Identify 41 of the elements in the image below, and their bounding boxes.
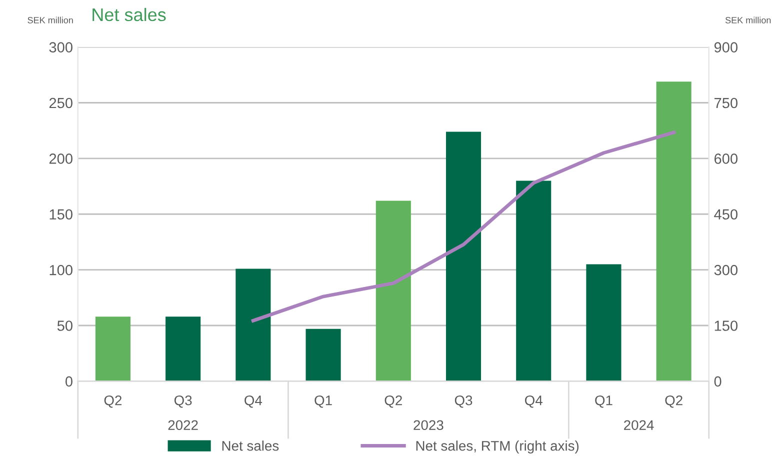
x-tick-label: Q4 — [525, 395, 542, 408]
y2-tick-label: 900 — [714, 42, 738, 52]
legend-label: Net sales — [222, 440, 279, 451]
text: 2023 — [414, 420, 444, 430]
x-tick-label: Q4 — [244, 395, 262, 408]
y-tick-label: 300 — [49, 42, 72, 52]
x-tick-label: Q3 — [454, 395, 472, 408]
y2-tick-label: 750 — [714, 98, 738, 108]
x-tick-label: Q3 — [174, 395, 192, 408]
chart-title: Net sales — [92, 8, 166, 22]
y-tick-label: 200 — [49, 154, 72, 164]
y2-tick-label: 150 — [714, 320, 738, 331]
y-axis-title: SEK million — [28, 16, 73, 24]
legend-label: Net sales, RTM (right axis) — [416, 440, 579, 454]
y-tick-label: 250 — [49, 98, 72, 108]
y-tick-label: 100 — [50, 264, 72, 276]
bar — [236, 268, 271, 382]
y-tick-label: 150 — [50, 209, 72, 220]
bar — [656, 82, 692, 382]
bar — [306, 328, 341, 382]
y-tick-label: 50 — [57, 320, 72, 331]
x-tick-label: Q2 — [665, 395, 682, 408]
line-series — [251, 130, 676, 322]
bar — [166, 316, 201, 382]
x-tick-label: Q1 — [595, 395, 612, 408]
bar — [516, 180, 552, 382]
bar — [95, 316, 130, 382]
y2-tick-label: 600 — [714, 154, 738, 164]
y-tick-label: 0 — [66, 376, 72, 387]
x-tick-label: Q2 — [104, 395, 122, 408]
y2-tick-label: 450 — [714, 209, 738, 220]
x-tick-label: Q1 — [314, 395, 332, 408]
bar — [376, 200, 411, 382]
text: 2022 — [168, 420, 198, 430]
text: 2024 — [624, 420, 654, 430]
y2-axis-title: SEK million — [725, 16, 771, 24]
bar — [586, 264, 622, 382]
x-tick-label: Q2 — [384, 395, 402, 408]
y2-tick-label: 300 — [714, 264, 738, 276]
bar — [446, 132, 482, 382]
y2-tick-label: 0 — [714, 376, 722, 387]
